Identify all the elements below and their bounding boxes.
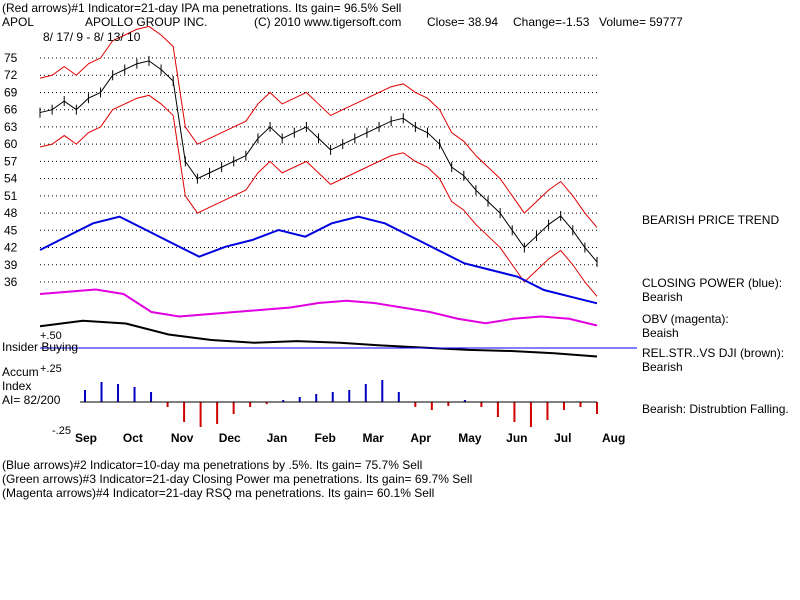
price-line (39, 60, 598, 263)
date-range: 8/ 17/ 9 - 8/ 13/ 10 (43, 30, 141, 44)
indicator-2-caption: (Blue arrows)#2 Indicator=10-day ma pene… (2, 458, 423, 472)
y-tick-label: 54 (4, 172, 18, 186)
ai-value: AI= 82/200 (2, 393, 61, 407)
rel-strength-line (39, 319, 598, 358)
insider-buying-label: Insider Buying (2, 340, 79, 354)
x-tick-label: Jun (506, 431, 527, 445)
x-tick-label: Nov (171, 431, 194, 445)
y-tick-label: 57 (4, 154, 18, 168)
index-label: Index (2, 379, 32, 393)
x-tick-label: Mar (362, 431, 384, 445)
close-price: Close= 38.94 (427, 15, 499, 29)
indicator-4-caption: (Magenta arrows)#4 Indicator=21-day RSQ … (2, 486, 435, 500)
x-tick-label: Jul (554, 431, 571, 445)
indicator-3-caption: (Green arrows)#3 Indicator=21-day Closin… (2, 472, 473, 486)
closing-power-line (39, 215, 598, 305)
x-tick-label: Oct (123, 431, 143, 445)
x-tick-label: Feb (315, 431, 336, 445)
y-tick-label: 48 (4, 206, 18, 220)
upper-band (39, 25, 598, 228)
y-tick-label: 69 (4, 85, 18, 99)
obv-line (39, 288, 598, 327)
y-tick-label: 51 (4, 189, 18, 203)
volume: Volume= 59777 (599, 15, 683, 29)
x-tick-label: Sep (75, 431, 97, 445)
obv-value: Beaish (642, 326, 679, 340)
accum-note: Bearish: Distrubtion Falling. (642, 402, 789, 416)
ticker-symbol: APOL (2, 15, 35, 29)
y-tick-label: 39 (4, 258, 18, 272)
y-tick-label: 66 (4, 103, 18, 117)
rel-strength-label: REL.STR..VS DJI (brown): (642, 346, 785, 360)
y-tick-label: 60 (4, 137, 18, 151)
y-tick-label: 36 (4, 275, 18, 289)
accum-plus25-label: +.25 (40, 363, 62, 375)
company-name: APOLLO GROUP INC. (85, 15, 208, 29)
closing-power-label: CLOSING POWER (blue): (642, 276, 783, 290)
indicator-1-caption: (Red arrows)#1 Indicator=21-day IPA ma p… (2, 1, 402, 15)
trend-label: BEARISH PRICE TREND (642, 213, 780, 227)
y-tick-label: 63 (4, 120, 18, 134)
y-tick-label: 75 (4, 51, 18, 65)
accum-minus25-label: -.25 (52, 425, 71, 437)
accum-label: Accum (2, 365, 39, 379)
accum-plus50-label: +.50 (40, 330, 62, 342)
rel-strength-value: Bearish (642, 360, 683, 374)
x-tick-label: Jan (267, 431, 288, 445)
x-tick-label: Dec (219, 431, 241, 445)
copyright: (C) 2010 www.tigersoft.com (254, 15, 402, 29)
x-tick-label: Apr (410, 431, 431, 445)
x-tick-label: Aug (602, 431, 625, 445)
lower-band (39, 94, 598, 297)
closing-power-value: Bearish (642, 290, 683, 304)
y-tick-label: 45 (4, 223, 18, 237)
price-change: Change=-1.53 (513, 15, 590, 29)
y-tick-label: 42 (4, 241, 18, 255)
x-tick-label: May (458, 431, 482, 445)
y-tick-label: 72 (4, 68, 18, 82)
obv-label: OBV (magenta): (642, 312, 729, 326)
